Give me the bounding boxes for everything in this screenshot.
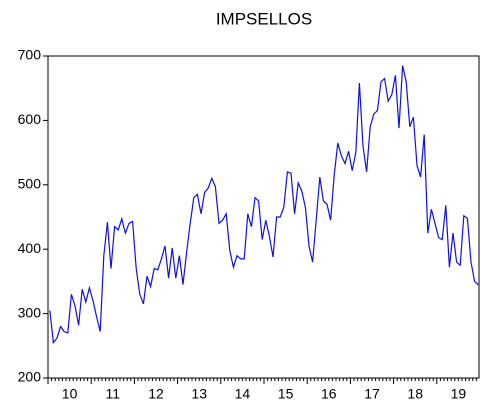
x-tick-label: 19 <box>451 386 467 402</box>
x-tick-label: 15 <box>278 386 294 402</box>
x-tick-label: 10 <box>62 386 78 402</box>
x-tick-label: 13 <box>191 386 207 402</box>
line-series <box>49 65 479 345</box>
x-tick-label: 18 <box>407 386 423 402</box>
chart-title: IMPSELLOS <box>216 9 312 28</box>
x-tick-label: 14 <box>235 386 251 402</box>
y-tick-label: 400 <box>18 240 42 256</box>
x-tick-label: 12 <box>148 386 164 402</box>
y-tick-label: 500 <box>18 176 42 192</box>
y-tick-label: 200 <box>18 369 42 385</box>
x-tick-label: 17 <box>364 386 380 402</box>
y-tick-label: 300 <box>18 304 42 320</box>
x-tick-label: 11 <box>106 386 121 402</box>
y-tick-label: 600 <box>18 111 42 127</box>
plot-frame <box>47 55 480 379</box>
x-tick-label: 16 <box>321 386 337 402</box>
y-tick-label: 700 <box>18 47 42 63</box>
